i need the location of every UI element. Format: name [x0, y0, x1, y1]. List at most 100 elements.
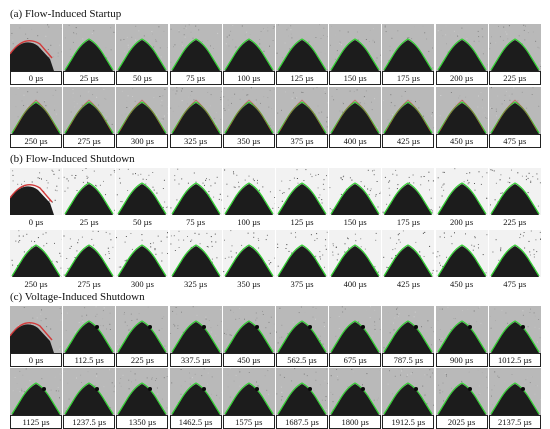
- video-frame: 350 µs: [223, 230, 275, 291]
- video-frame: 50 µs: [116, 24, 168, 85]
- video-frame: 425 µs: [382, 87, 434, 148]
- frame-image: [276, 168, 328, 215]
- frame-image: [116, 368, 168, 415]
- frame-time-label: 200 µs: [436, 71, 488, 85]
- video-frame: 1462.5 µs: [170, 368, 222, 429]
- video-frame: 1350 µs: [116, 368, 168, 429]
- frame-image: [489, 24, 541, 71]
- frame-image: [382, 24, 434, 71]
- frame-time-label: 1687.5 µs: [276, 415, 328, 429]
- frame-time-label: 100 µs: [223, 71, 275, 85]
- frame-image: [116, 230, 168, 277]
- video-frame: 325 µs: [170, 230, 222, 291]
- frame-image: [10, 168, 62, 215]
- frame-time-label: 275 µs: [63, 277, 115, 291]
- frame-time-label: 75 µs: [170, 71, 222, 85]
- frame-image: [63, 230, 115, 277]
- frame-time-label: 25 µs: [63, 215, 115, 229]
- frame-image: [489, 87, 541, 134]
- frame-time-label: 0 µs: [10, 353, 62, 367]
- frame-time-label: 300 µs: [116, 277, 168, 291]
- frame-time-label: 100 µs: [223, 215, 275, 229]
- video-frame: 2137.5 µs: [489, 368, 541, 429]
- video-frame: 150 µs: [329, 24, 381, 85]
- frame-image: [223, 230, 275, 277]
- frame-image: [63, 306, 115, 353]
- frame-image: [116, 24, 168, 71]
- frame-image: [276, 87, 328, 134]
- frame-time-label: 150 µs: [329, 71, 381, 85]
- frame-time-label: 425 µs: [382, 134, 434, 148]
- video-frame: 300 µs: [116, 87, 168, 148]
- frame-image: [329, 168, 381, 215]
- frame-time-label: 1125 µs: [10, 415, 62, 429]
- video-frame: 2025 µs: [436, 368, 488, 429]
- frame-time-label: 2137.5 µs: [489, 415, 541, 429]
- frame-time-label: 375 µs: [276, 134, 328, 148]
- frame-time-label: 250 µs: [10, 277, 62, 291]
- frame-image: [329, 87, 381, 134]
- frame-image: [223, 87, 275, 134]
- frame-time-label: 225 µs: [116, 353, 168, 367]
- frame-time-label: 1237.5 µs: [63, 415, 115, 429]
- frame-image: [382, 306, 434, 353]
- frame-time-label: 50 µs: [116, 215, 168, 229]
- frame-time-label: 75 µs: [170, 215, 222, 229]
- frame-time-label: 325 µs: [170, 277, 222, 291]
- video-frame: 325 µs: [170, 87, 222, 148]
- frame-image: [329, 306, 381, 353]
- frame-image: [170, 24, 222, 71]
- frame-time-label: 400 µs: [329, 134, 381, 148]
- frame-image: [329, 230, 381, 277]
- video-frame: 112.5 µs: [63, 306, 115, 367]
- frame-time-label: 25 µs: [63, 71, 115, 85]
- video-frame: 375 µs: [276, 230, 328, 291]
- frame-time-label: 300 µs: [116, 134, 168, 148]
- frame-time-label: 0 µs: [10, 215, 62, 229]
- frame-image: [170, 87, 222, 134]
- frame-time-label: 475 µs: [489, 277, 541, 291]
- frame-image: [436, 230, 488, 277]
- video-frame: 0 µs: [10, 168, 62, 229]
- video-frame: 0 µs: [10, 306, 62, 367]
- frame-image: [276, 230, 328, 277]
- video-frame: 337.5 µs: [170, 306, 222, 367]
- frame-time-label: 125 µs: [276, 71, 328, 85]
- video-frame: 150 µs: [329, 168, 381, 229]
- frame-image: [116, 168, 168, 215]
- video-frame: 1125 µs: [10, 368, 62, 429]
- frame-image: [436, 24, 488, 71]
- section-title: (a) Flow-Induced Startup: [10, 8, 121, 20]
- frame-image: [276, 306, 328, 353]
- frame-time-label: 337.5 µs: [170, 353, 222, 367]
- frame-image: [436, 87, 488, 134]
- frame-image: [223, 168, 275, 215]
- frame-image: [489, 230, 541, 277]
- video-frame: 75 µs: [170, 24, 222, 85]
- video-frame: 475 µs: [489, 87, 541, 148]
- section-title: (c) Voltage-Induced Shutdown: [10, 291, 145, 303]
- frame-time-label: 2025 µs: [436, 415, 488, 429]
- frame-time-label: 675 µs: [329, 353, 381, 367]
- frame-time-label: 275 µs: [63, 134, 115, 148]
- video-frame: 375 µs: [276, 87, 328, 148]
- frame-image: [382, 87, 434, 134]
- video-frame: 400 µs: [329, 87, 381, 148]
- video-frame: 250 µs: [10, 87, 62, 148]
- frame-time-label: 450 µs: [436, 134, 488, 148]
- frame-image: [63, 368, 115, 415]
- video-frame: 450 µs: [436, 230, 488, 291]
- frame-time-label: 0 µs: [10, 71, 62, 85]
- frame-image: [329, 368, 381, 415]
- frame-image: [63, 168, 115, 215]
- frame-image: [276, 24, 328, 71]
- frame-image: [116, 87, 168, 134]
- frame-image: [436, 168, 488, 215]
- frame-time-label: 1912.5 µs: [382, 415, 434, 429]
- video-frame: 25 µs: [63, 168, 115, 229]
- frame-time-label: 900 µs: [436, 353, 488, 367]
- video-frame: 125 µs: [276, 24, 328, 85]
